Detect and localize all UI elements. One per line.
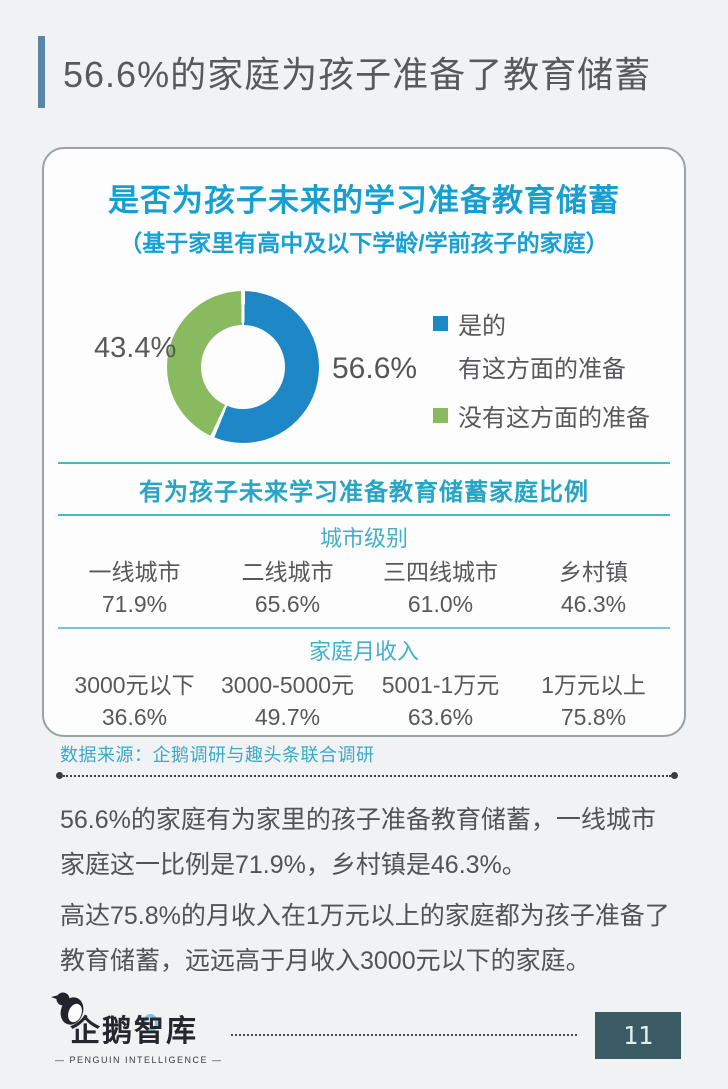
body-paragraph-2: 高达75.8%的月收入在1万元以上的家庭都为孩子准备了教育储蓄，远远高于月收入3… [60, 902, 670, 975]
divider-dot [671, 772, 678, 779]
legend-item-no: 没有这方面的准备 [433, 398, 650, 433]
table-row: 71.9% 65.6% 61.0% 46.3% [58, 587, 670, 629]
column-label: 二线城市 [241, 559, 334, 585]
column-value: 61.0% [407, 591, 474, 617]
title-accent-bar [38, 36, 45, 108]
column-label: 5001-1万元 [381, 672, 500, 698]
donut-chart-area: 43.4% 56.6% 是的 有这方面的准备 没有这方面的准备 [44, 266, 684, 462]
page-footer: 企鹅智库 — PENGUIN INTELLIGENCE — 11 [51, 992, 681, 1075]
pie-value-label-no: 43.4% [94, 332, 177, 364]
logo-circle-accent [143, 1013, 158, 1032]
chart-subtitle: （基于家里有高中及以下学龄/学前孩子的家庭） [119, 230, 609, 256]
column-label: 3000-5000元 [221, 672, 354, 698]
stats-table-title: 有为孩子未来学习准备教育储蓄家庭比例 [58, 462, 670, 516]
column-value: 63.6% [407, 704, 474, 730]
legend-label: 没有这方面的准备 [458, 405, 650, 432]
column-value: 36.6% [101, 704, 168, 730]
chart-card: 是否为孩子未来的学习准备教育储蓄 （基于家里有高中及以下学龄/学前孩子的家庭） … [42, 147, 686, 737]
page-number-badge: 11 [595, 1011, 681, 1059]
column-value: 49.7% [254, 704, 321, 730]
table-row: 一线城市 二线城市 三四线城市 乡村镇 [58, 553, 670, 587]
column-value: 65.6% [254, 591, 321, 617]
table-row: 36.6% 49.7% 63.6% 75.8% [58, 700, 670, 735]
logo-cn-text: 企鹅智库 [70, 1014, 198, 1048]
divider-line [63, 774, 671, 777]
penguin-icon [51, 991, 87, 1030]
column-label: 乡村镇 [559, 559, 628, 585]
data-source-note: 数据来源：企鹅调研与趣头条联合调研 [60, 745, 375, 765]
pie-value-label-yes: 56.6% [332, 352, 418, 385]
column-label: 一线城市 [88, 559, 181, 585]
divider-dot [56, 772, 63, 779]
column-value: 71.9% [101, 591, 168, 617]
legend-sublabel: 有这方面的准备 [458, 356, 626, 383]
legend-label: 是的 [458, 313, 506, 340]
column-label: 三四线城市 [383, 559, 498, 585]
column-value: 75.8% [560, 704, 627, 730]
page-header: 56.6%的家庭为孩子准备了教育储蓄 [38, 36, 651, 108]
donut-chart [167, 291, 319, 443]
section-divider [56, 772, 678, 779]
column-label: 3000元以下 [74, 672, 195, 698]
table-row: 3000元以下 3000-5000元 5001-1万元 1万元以上 [58, 666, 670, 700]
logo-en-text: — PENGUIN INTELLIGENCE — [55, 1054, 223, 1065]
column-value: 46.3% [560, 591, 627, 617]
chart-title: 是否为孩子未来的学习准备教育储蓄 [108, 183, 620, 218]
section-heading-income: 家庭月收入 [308, 639, 419, 664]
stats-table: 有为孩子未来学习准备教育储蓄家庭比例 城市级别 一线城市 二线城市 三四线城市 … [58, 462, 670, 735]
chart-legend: 是的 有这方面的准备 没有这方面的准备 [433, 306, 650, 433]
legend-item-yes: 是的 [433, 306, 650, 341]
page-title: 56.6%的家庭为孩子准备了教育储蓄 [63, 54, 652, 95]
footer-dotted-line [231, 1034, 577, 1036]
body-paragraph-1: 56.6%的家庭有为家里的孩子准备教育储蓄，一线城市家庭这一比例是71.9%，乡… [60, 806, 656, 879]
section-heading-city: 城市级别 [319, 526, 408, 551]
penguin-intelligence-logo: 企鹅智库 — PENGUIN INTELLIGENCE — [51, 992, 223, 1065]
column-label: 1万元以上 [541, 672, 646, 698]
legend-swatch [433, 408, 448, 423]
legend-swatch [433, 316, 448, 331]
